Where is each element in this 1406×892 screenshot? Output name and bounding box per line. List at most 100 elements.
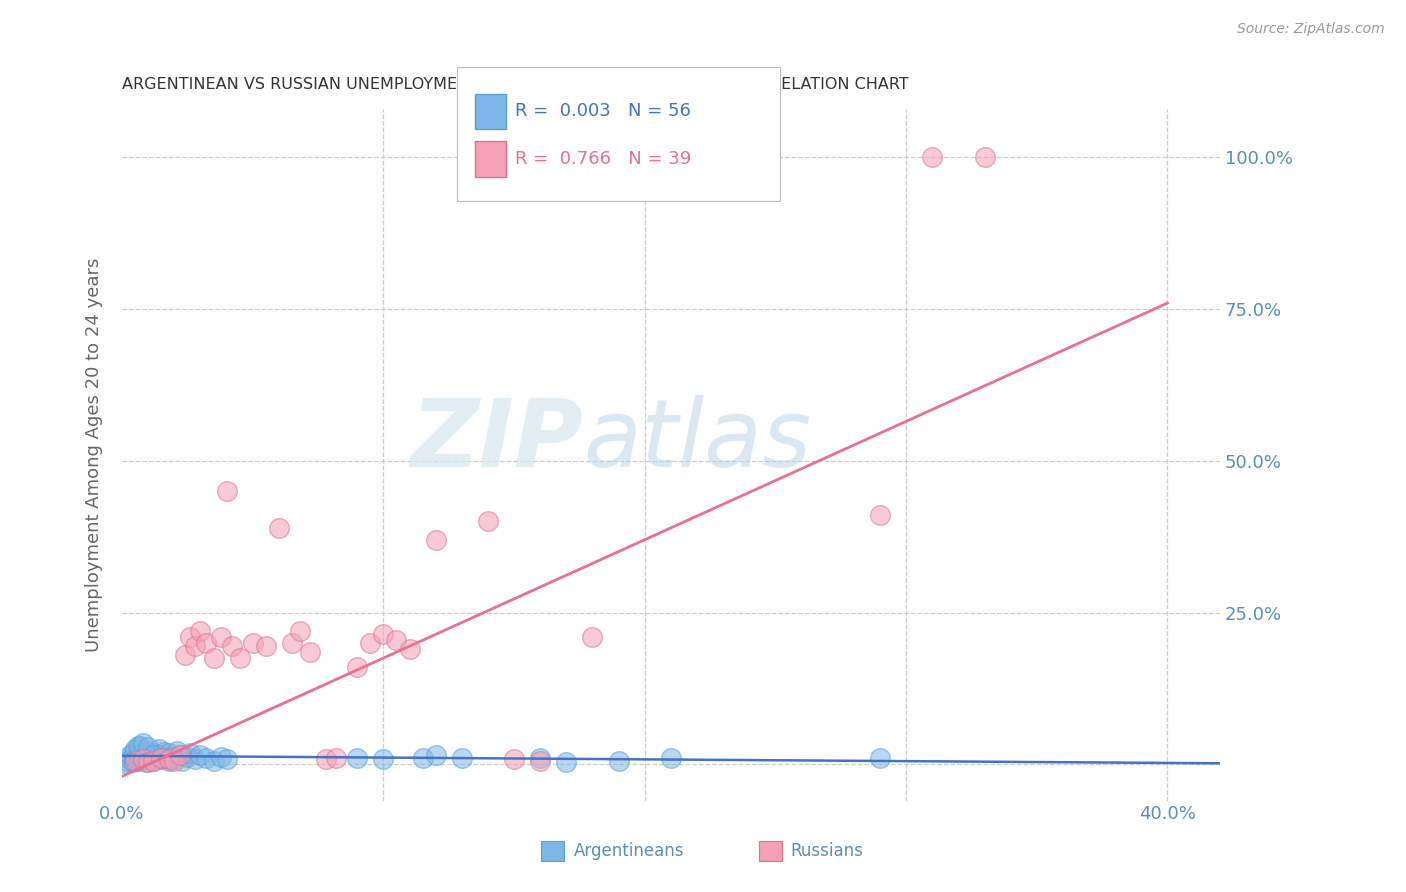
Point (412, 751, 434, 765)
Point (163, 754, 186, 768)
Point (267, 520, 290, 534)
Point (132, 752, 155, 766)
Point (136, 744, 159, 758)
Point (172, 754, 194, 768)
Point (145, 750, 167, 764)
Point (184, 639, 207, 653)
Text: ARGENTINEAN VS RUSSIAN UNEMPLOYMENT AMONG AGES 20 TO 24 YEARS CORRELATION CHART: ARGENTINEAN VS RUSSIAN UNEMPLOYMENT AMON… (122, 78, 908, 93)
Text: Source: ZipAtlas.com: Source: ZipAtlas.com (1237, 22, 1385, 37)
Point (127, 739, 149, 753)
Point (129, 739, 152, 753)
Point (150, 751, 173, 765)
Point (242, 636, 264, 650)
Point (132, 752, 155, 766)
Point (346, 660, 368, 674)
Point (184, 752, 207, 766)
Point (299, 645, 322, 659)
Point (503, 752, 526, 766)
Point (315, 752, 337, 766)
Point (281, 636, 304, 650)
Point (136, 740, 159, 755)
Text: R =  0.003   N = 56: R = 0.003 N = 56 (515, 102, 690, 120)
Point (129, 750, 152, 764)
Point (166, 744, 188, 758)
Point (118, 752, 141, 766)
Point (139, 752, 162, 766)
Point (373, 626, 395, 640)
Point (157, 746, 180, 760)
Point (385, 632, 408, 647)
Point (169, 748, 191, 763)
Point (202, 754, 225, 768)
Point (150, 751, 173, 765)
Point (132, 736, 155, 750)
Point (659, 751, 682, 765)
Point (869, 751, 891, 765)
Point (179, 746, 201, 760)
Point (215, 484, 238, 499)
Point (173, 648, 195, 662)
Point (425, 748, 447, 763)
Point (176, 750, 198, 764)
Point (450, 751, 472, 765)
Point (124, 754, 146, 768)
Point (121, 756, 143, 770)
Point (425, 533, 447, 547)
Point (136, 748, 159, 763)
Text: Russians: Russians (790, 842, 863, 860)
Point (202, 651, 225, 665)
Point (157, 754, 180, 768)
Point (254, 639, 277, 653)
Point (160, 750, 183, 764)
Point (209, 750, 232, 764)
Point (194, 751, 217, 765)
Point (127, 754, 149, 768)
Text: Argentineans: Argentineans (574, 842, 685, 860)
Y-axis label: Unemployment Among Ages 20 to 24 years: Unemployment Among Ages 20 to 24 years (86, 258, 103, 652)
Point (148, 742, 170, 756)
Point (607, 754, 630, 768)
Point (373, 752, 395, 766)
Point (869, 508, 891, 523)
Point (142, 746, 165, 760)
Point (121, 746, 143, 760)
Point (190, 748, 212, 763)
Point (142, 754, 165, 768)
Point (973, 150, 995, 164)
Point (142, 754, 165, 768)
Point (179, 630, 201, 644)
Point (190, 624, 212, 638)
Point (209, 630, 232, 644)
Point (118, 748, 141, 763)
Point (142, 748, 165, 763)
Point (155, 751, 177, 765)
Point (124, 751, 146, 765)
Point (921, 150, 943, 164)
Point (153, 745, 176, 759)
Point (150, 748, 173, 763)
Point (529, 754, 551, 768)
Text: atlas: atlas (583, 395, 811, 486)
Point (132, 745, 155, 759)
Point (117, 754, 139, 768)
Point (398, 641, 420, 656)
Point (325, 751, 347, 765)
Point (529, 751, 551, 765)
Point (163, 752, 186, 766)
Point (346, 751, 368, 765)
Text: ZIP: ZIP (411, 395, 583, 487)
Point (194, 636, 217, 650)
Point (215, 752, 238, 766)
Point (124, 742, 146, 756)
Text: R =  0.766   N = 39: R = 0.766 N = 39 (515, 150, 690, 168)
Point (228, 651, 250, 665)
Point (359, 636, 381, 650)
Point (477, 515, 499, 529)
Point (136, 756, 159, 770)
Point (135, 756, 157, 770)
Point (221, 639, 243, 653)
Point (157, 752, 180, 766)
Point (150, 752, 173, 766)
Point (288, 624, 311, 638)
Point (114, 756, 136, 770)
